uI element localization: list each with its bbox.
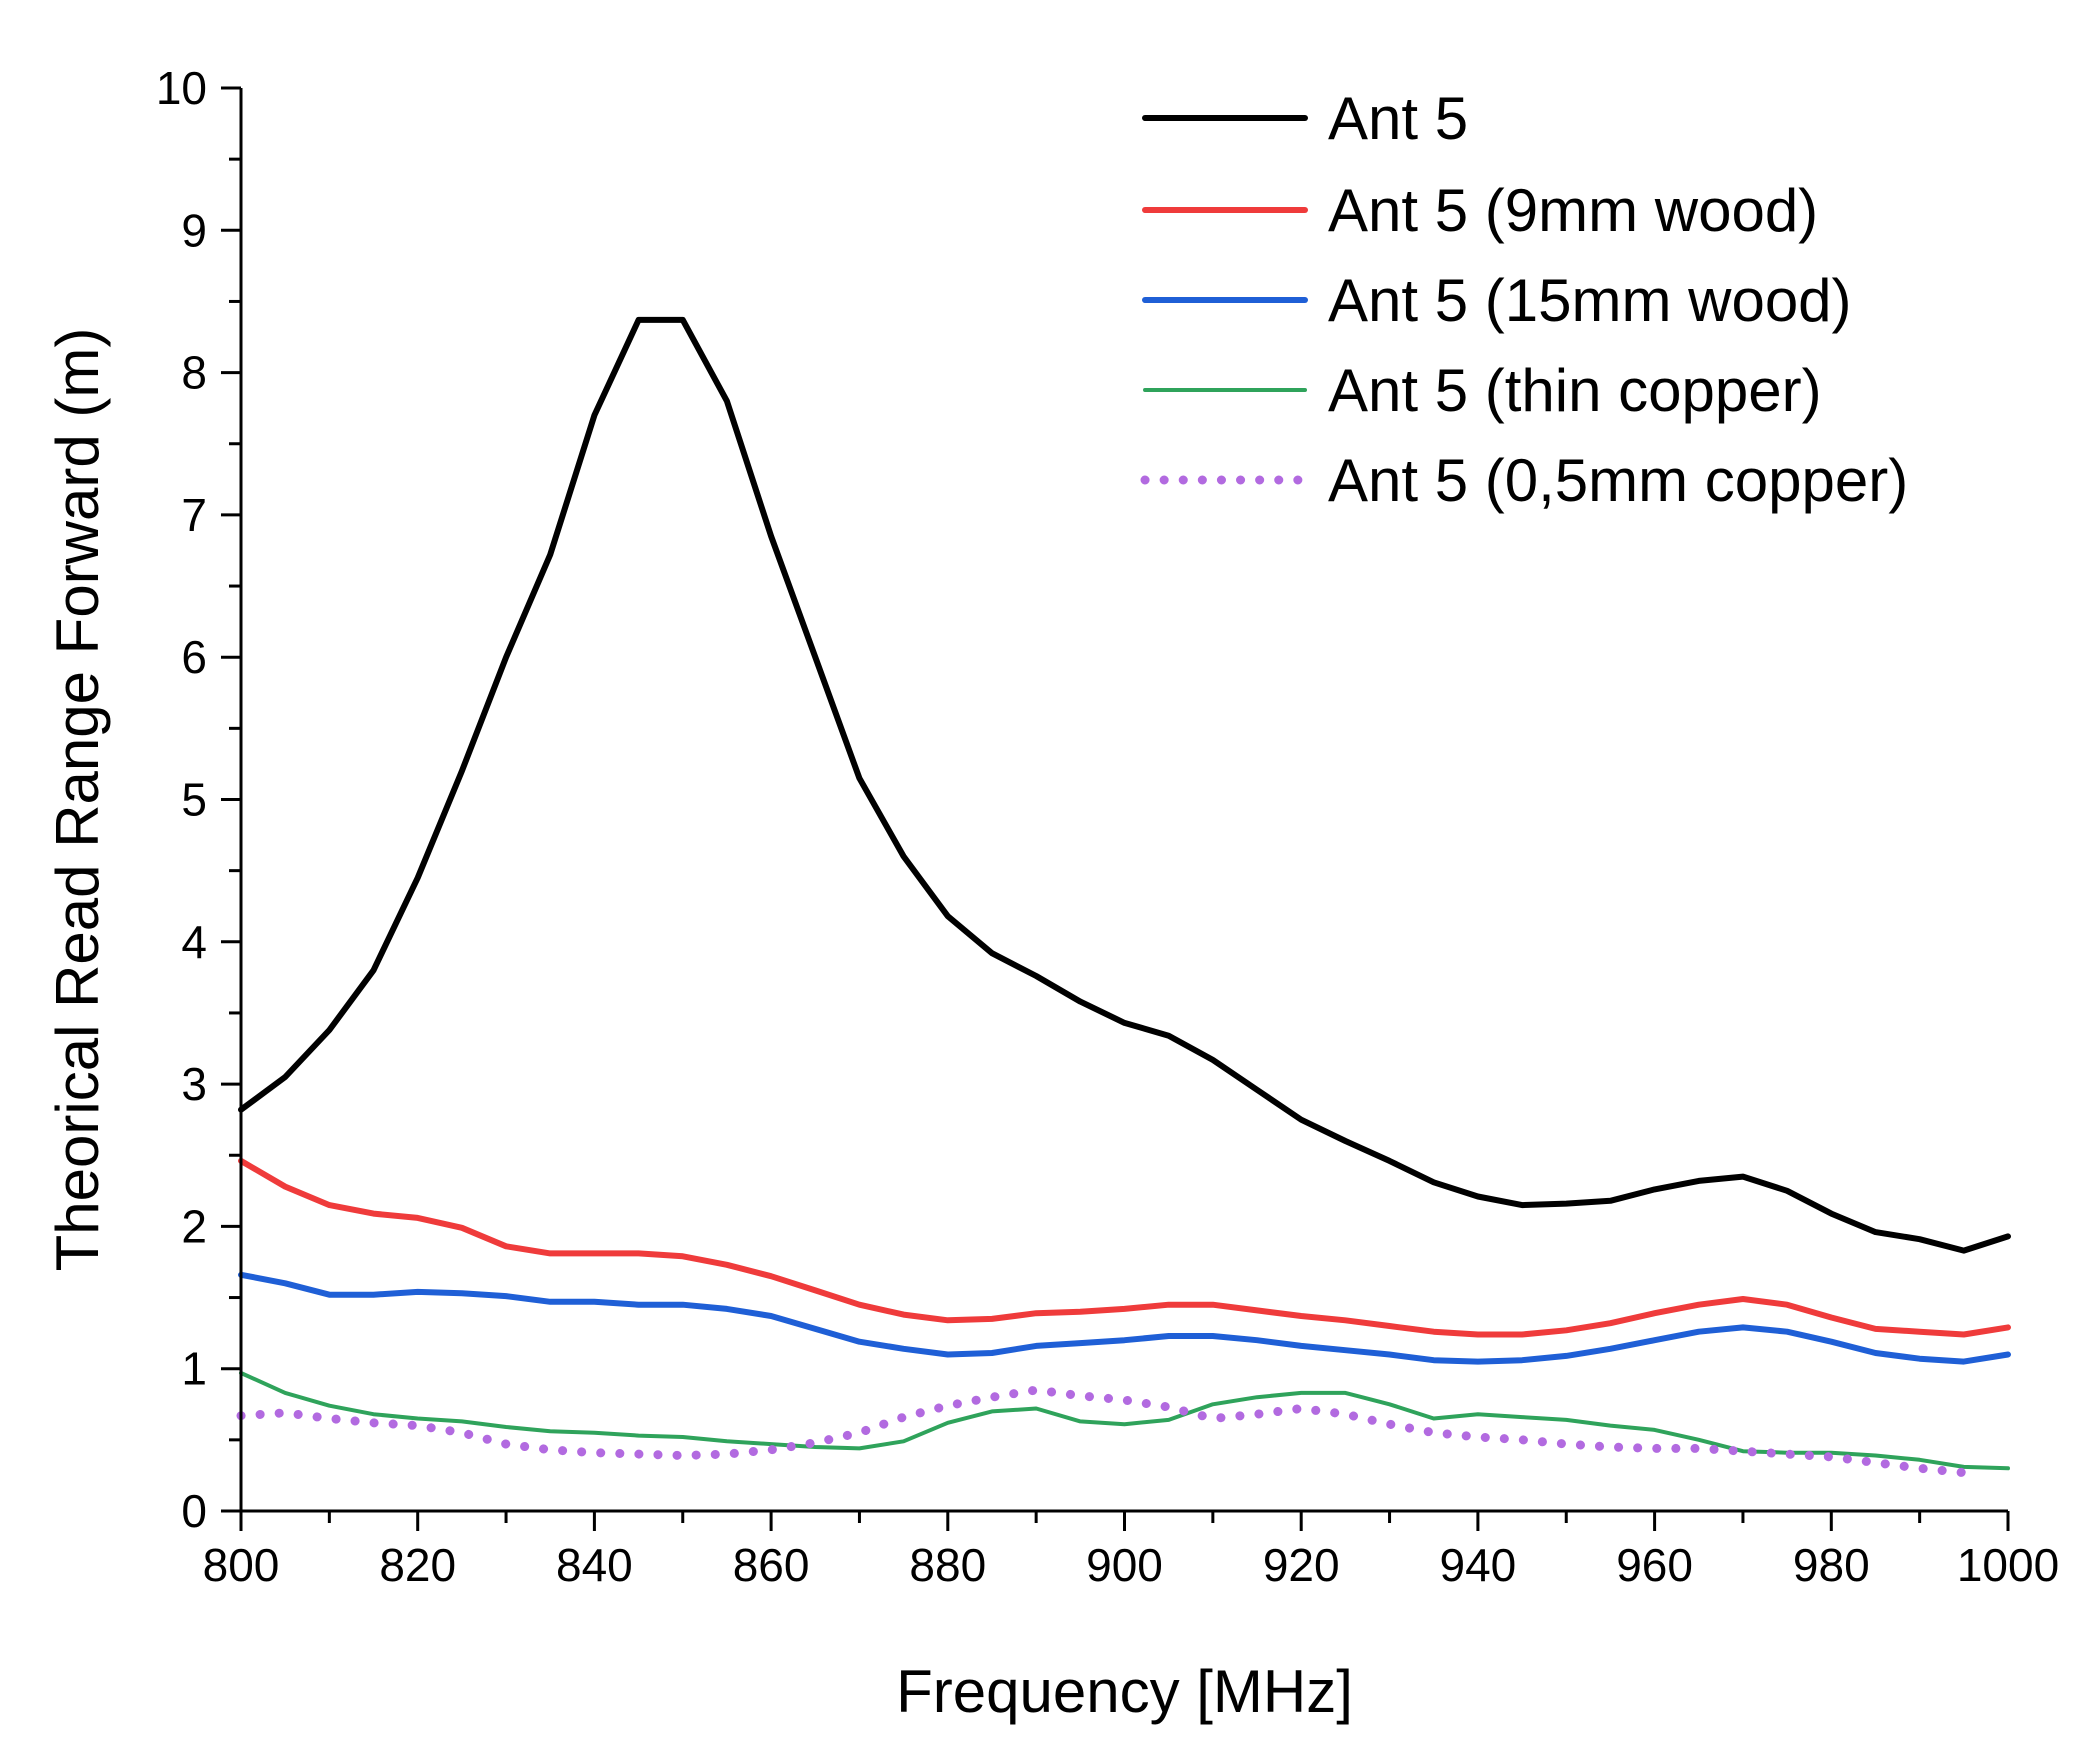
y-tick-label: 1 (181, 1343, 207, 1395)
series-line-4 (239, 1371, 2010, 1471)
y-tick-label: 7 (181, 489, 207, 541)
legend-label-4: Ant 5 (thin copper) (1328, 357, 1822, 424)
x-tick-label: 800 (203, 1539, 280, 1591)
x-tick-label: 880 (909, 1539, 986, 1591)
y-tick-label: 9 (181, 204, 207, 256)
y-tick-label: 10 (156, 62, 207, 114)
x-tick-label: 960 (1616, 1539, 1693, 1591)
series-line-5 (236, 1385, 1969, 1478)
tick-labels: 0 1 2 3 4 5 6 7 8 9 10 800 820 840 860 880 900 920 940 960 9… (156, 62, 2059, 1591)
y-axis-title: Theorical Read Range Forward (m) (44, 328, 111, 1272)
y-tick-label: 4 (181, 916, 207, 968)
x-tick-label: 820 (379, 1539, 456, 1591)
x-tick-label: 940 (1440, 1539, 1517, 1591)
x-tick-label: 900 (1086, 1539, 1163, 1591)
legend-label-1: Ant 5 (1328, 85, 1468, 152)
legend-label-2: Ant 5 (9mm wood) (1328, 177, 1818, 244)
series-line-3 (238, 1271, 2011, 1365)
legend: Ant 5 Ant 5 (9mm wood) Ant 5 (15mm wood) An… (1140, 85, 1908, 514)
x-tick-label: 860 (733, 1539, 810, 1591)
series-line-2 (238, 1157, 2011, 1338)
x-axis-title: Frequency [MHz] (896, 1658, 1353, 1725)
y-tick-label: 0 (181, 1485, 207, 1537)
y-tick-label: 8 (181, 347, 207, 399)
y-tick-label: 2 (181, 1200, 207, 1252)
x-tick-label: 840 (556, 1539, 633, 1591)
legend-label-3: Ant 5 (15mm wood) (1328, 267, 1852, 334)
y-tick-label: 6 (181, 631, 207, 683)
series-layer (236, 316, 2011, 1478)
legend-label-5: Ant 5 (0,5mm copper) (1328, 447, 1908, 514)
x-tick-label: 920 (1263, 1539, 1340, 1591)
x-tick-label: 980 (1793, 1539, 1870, 1591)
y-tick-label: 5 (181, 774, 207, 826)
x-tick-label: 1000 (1957, 1539, 2059, 1591)
axes (221, 86, 2010, 1531)
y-tick-label: 3 (181, 1058, 207, 1110)
series-line-1 (238, 316, 2011, 1254)
